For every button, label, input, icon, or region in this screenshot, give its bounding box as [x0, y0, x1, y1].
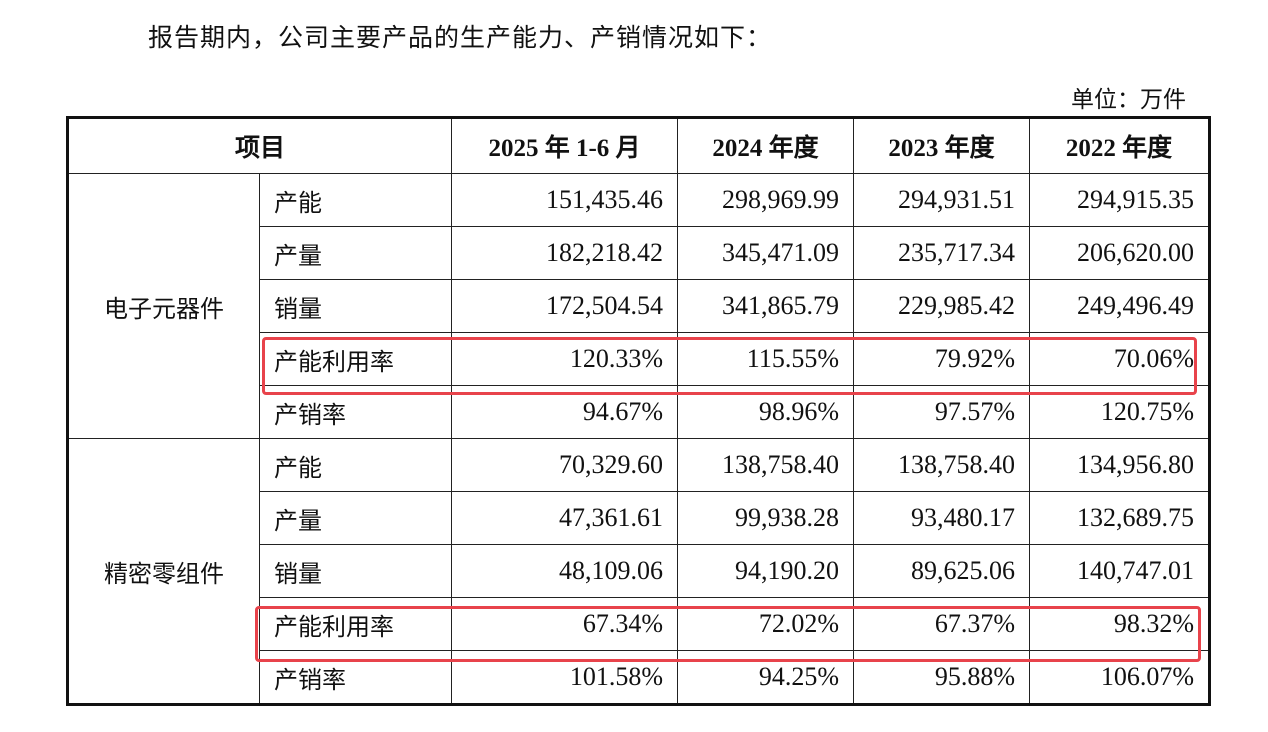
value-cell: 132,689.75	[1029, 491, 1210, 545]
value-cell: 182,218.42	[451, 226, 678, 280]
row-label: 产销率	[259, 650, 452, 705]
value-cell: 101.58%	[451, 650, 678, 705]
capacity-table: 项目 2025 年 1-6 月 2024 年度 2023 年度 2022 年度 …	[66, 116, 1211, 706]
value-cell: 95.88%	[853, 650, 1030, 705]
header-2024: 2024 年度	[677, 117, 854, 174]
row-label: 产量	[259, 491, 452, 545]
value-cell: 47,361.61	[451, 491, 678, 545]
row-label: 产销率	[259, 385, 452, 439]
value-cell: 94,190.20	[677, 544, 854, 598]
table-row: 电子元器件 产能 151,435.46 298,969.99 294,931.51 294…	[67, 173, 1210, 439]
value-cell: 106.07%	[1029, 650, 1210, 705]
value-cell: 115.55%	[677, 332, 854, 386]
group-label: 电子元器件	[67, 173, 260, 439]
table-row: 销量 172,504.54 341,865.79 229,985.42 249,496.…	[68, 279, 1210, 333]
value-cell: 97.57%	[853, 385, 1030, 439]
row-label: 销量	[259, 279, 452, 333]
value-cell: 98.32%	[1029, 597, 1210, 651]
value-cell: 151,435.46	[451, 173, 678, 227]
value-cell: 138,758.40	[853, 438, 1030, 492]
value-cell: 298,969.99	[677, 173, 854, 227]
table-row: 产量 47,361.61 99,938.28 93,480.17 132,689.75	[68, 491, 1210, 545]
intro-text: 报告期内，公司主要产品的生产能力、产销情况如下：	[148, 23, 773, 52]
value-cell: 67.37%	[853, 597, 1030, 651]
value-cell: 99,938.28	[677, 491, 854, 545]
value-cell: 229,985.42	[853, 279, 1030, 333]
value-cell: 134,956.80	[1029, 438, 1210, 492]
value-cell: 89,625.06	[853, 544, 1030, 598]
value-cell: 72.02%	[677, 597, 854, 651]
header-2023: 2023 年度	[853, 117, 1030, 174]
header-item: 项目	[67, 117, 452, 174]
value-cell: 138,758.40	[677, 438, 854, 492]
value-cell: 70.06%	[1029, 332, 1210, 386]
value-cell: 345,471.09	[677, 226, 854, 280]
row-label: 产能利用率	[259, 597, 452, 651]
value-cell: 235,717.34	[853, 226, 1030, 280]
header-2025h1: 2025 年 1-6 月	[451, 117, 678, 174]
table-row: 精密零组件 产能 70,329.60 138,758.40 138,758.40 134,…	[67, 438, 1210, 705]
value-cell: 172,504.54	[451, 279, 678, 333]
value-cell: 70,329.60	[451, 438, 678, 492]
value-cell: 294,931.51	[853, 173, 1030, 227]
value-cell: 341,865.79	[677, 279, 854, 333]
value-cell: 94.67%	[451, 385, 678, 439]
header-2022: 2022 年度	[1029, 117, 1210, 174]
row-label: 产能利用率	[259, 332, 452, 386]
value-cell: 98.96%	[677, 385, 854, 439]
table-row: 销量 48,109.06 94,190.20 89,625.06 140,747.01	[68, 544, 1210, 598]
unit-label: 单位：万件	[1071, 87, 1186, 113]
value-cell: 67.34%	[451, 597, 678, 651]
row-label: 产能	[259, 173, 452, 227]
value-cell: 48,109.06	[451, 544, 678, 598]
value-cell: 120.75%	[1029, 385, 1210, 439]
row-label: 销量	[259, 544, 452, 598]
value-cell: 94.25%	[677, 650, 854, 705]
value-cell: 120.33%	[451, 332, 678, 386]
table-row: 产能利用率 120.33% 115.55% 79.92% 70.06%	[68, 332, 1210, 386]
value-cell: 249,496.49	[1029, 279, 1210, 333]
value-cell: 294,915.35	[1029, 173, 1210, 227]
row-label: 产量	[259, 226, 452, 280]
group-label: 精密零组件	[67, 438, 260, 705]
value-cell: 79.92%	[853, 332, 1030, 386]
value-cell: 206,620.00	[1029, 226, 1210, 280]
value-cell: 140,747.01	[1029, 544, 1210, 598]
row-label: 产能	[259, 438, 452, 492]
header-row: 项目 2025 年 1-6 月 2024 年度 2023 年度 2022 年度	[67, 117, 1210, 174]
value-cell: 93,480.17	[853, 491, 1030, 545]
